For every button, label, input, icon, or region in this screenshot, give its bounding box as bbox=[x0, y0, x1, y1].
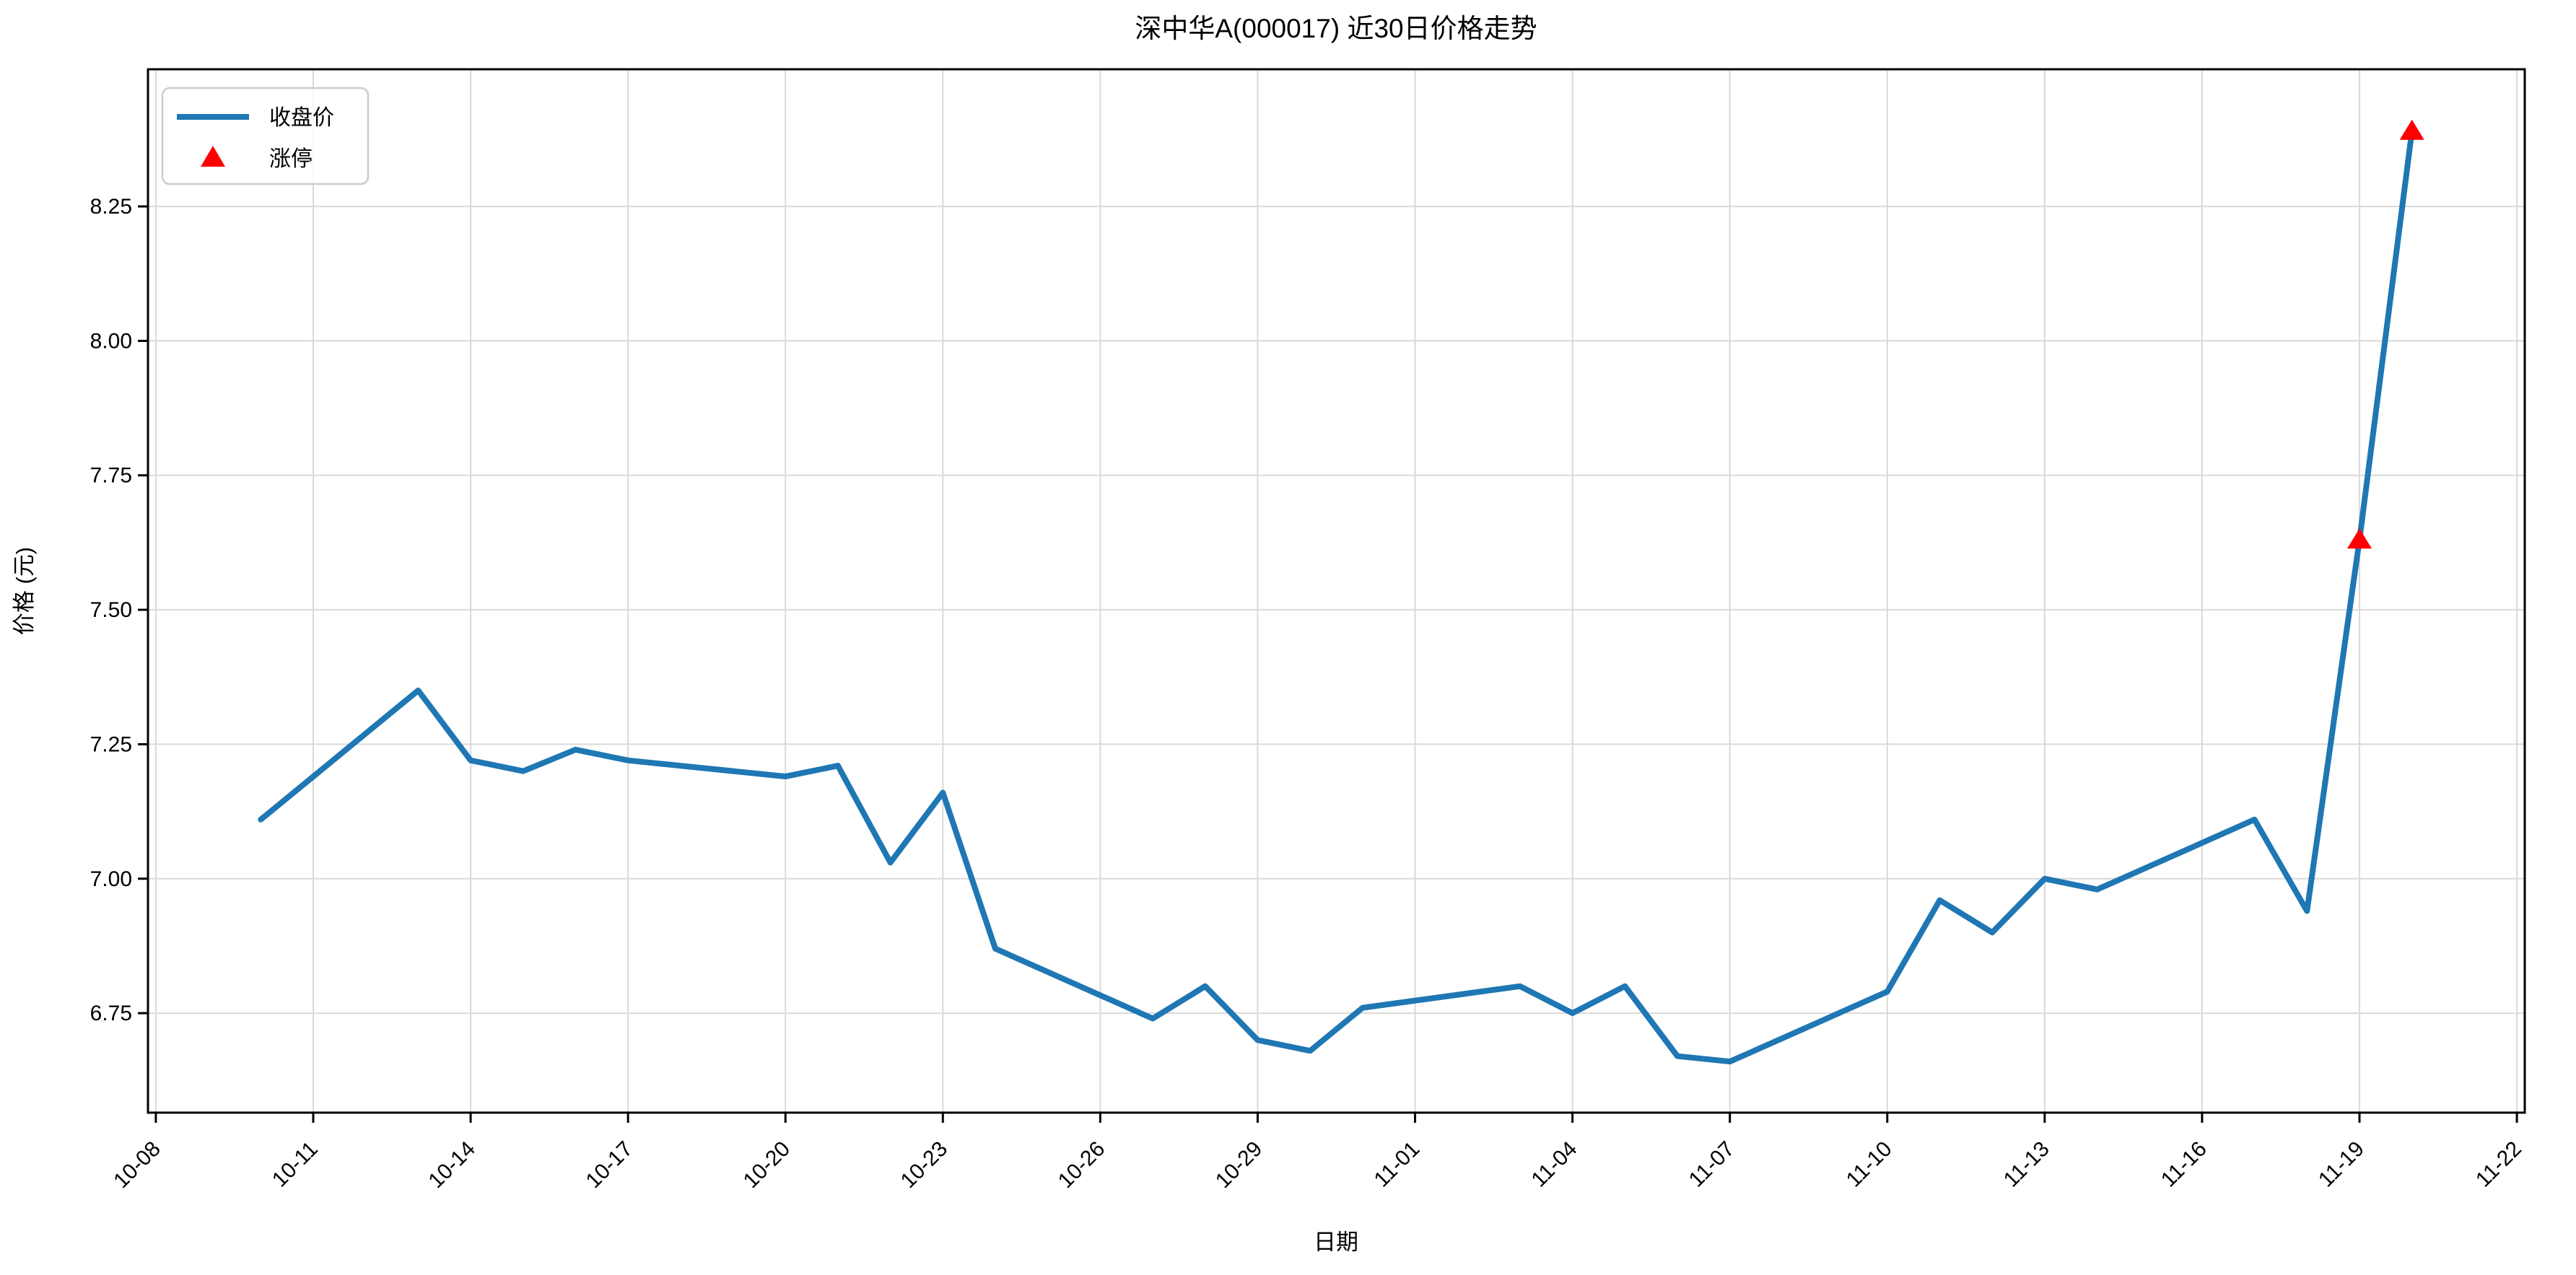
x-tick-label: 10-17 bbox=[581, 1137, 637, 1193]
legend-label-close-price: 收盘价 bbox=[269, 106, 334, 130]
x-tick-label: 11-22 bbox=[2471, 1137, 2526, 1192]
x-tick-label: 10-29 bbox=[1211, 1137, 1267, 1193]
y-tick-label: 7.50 bbox=[90, 598, 132, 622]
x-tick-label: 11-01 bbox=[1369, 1137, 1424, 1192]
x-tick-label: 11-10 bbox=[1842, 1137, 1897, 1192]
y-tick-label: 7.25 bbox=[90, 732, 132, 756]
x-tick-label: 10-11 bbox=[268, 1137, 323, 1192]
limit-up-marker bbox=[2347, 528, 2372, 549]
x-tick-label: 11-16 bbox=[2157, 1137, 2212, 1192]
legend-box bbox=[161, 87, 370, 185]
legend-limit-up-triangle-icon bbox=[201, 146, 225, 167]
x-tick-label: 10-08 bbox=[109, 1137, 165, 1193]
legend-label-limit-up: 涨停 bbox=[269, 147, 313, 171]
limit-up-marker bbox=[2399, 119, 2424, 140]
y-tick-label: 8.25 bbox=[90, 195, 132, 219]
y-tick-label: 7.75 bbox=[90, 464, 132, 488]
x-axis-label: 日期 bbox=[1314, 1230, 1358, 1255]
close-price-line bbox=[258, 128, 2415, 1065]
x-tick-label: 11-07 bbox=[1685, 1137, 1739, 1192]
x-tick-label: 10-23 bbox=[896, 1137, 953, 1193]
x-tick-label: 11-19 bbox=[2314, 1137, 2369, 1192]
x-tick-label: 10-26 bbox=[1054, 1137, 1110, 1193]
x-tick-label: 11-13 bbox=[1999, 1137, 2054, 1192]
x-tick-label: 11-04 bbox=[1527, 1137, 1582, 1192]
chart-title: 深中华A(000017) 近30日价格走势 bbox=[1135, 14, 1537, 43]
grid-layer bbox=[148, 69, 2525, 1113]
series-layer bbox=[258, 119, 2424, 1065]
plot-border bbox=[147, 68, 2526, 1114]
legend: 收盘价 涨停 bbox=[161, 87, 370, 185]
y-tick-label: 6.75 bbox=[90, 1002, 132, 1025]
x-tick-label: 10-20 bbox=[739, 1137, 795, 1193]
y-tick-label: 7.00 bbox=[90, 867, 132, 891]
text-layer: 深中华A(000017) 近30日价格走势 日期 价格 (元) 10-08 10-… bbox=[12, 14, 2526, 1255]
axis-layer bbox=[138, 68, 2526, 1123]
x-tick-label: 10-14 bbox=[424, 1137, 480, 1193]
y-axis-label: 价格 (元) bbox=[12, 547, 37, 635]
y-tick-label: 8.00 bbox=[90, 329, 132, 353]
